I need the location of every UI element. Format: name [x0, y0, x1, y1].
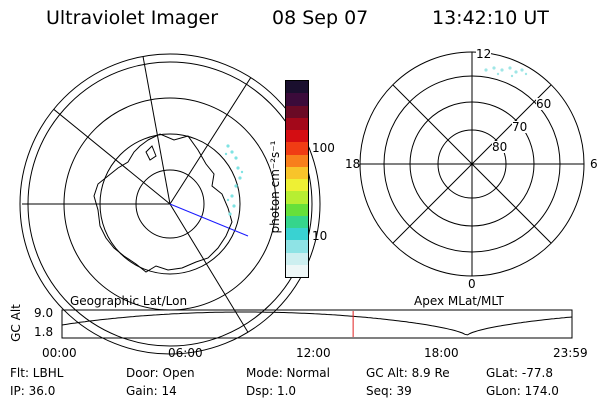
colorbar-band: [286, 228, 308, 241]
status-field: Flt: LBHL: [10, 366, 64, 380]
right-panel-caption: Apex MLat/MLT: [414, 294, 504, 308]
colorbar-band: [286, 142, 308, 155]
mlat-label-80: 80: [492, 140, 508, 154]
status-field: GLon: 174.0: [486, 384, 559, 398]
colorbar-band: [286, 203, 308, 216]
colorbar-tick-10: 10: [312, 229, 328, 243]
status-field: Gain: 14: [126, 384, 177, 398]
xtick-0000: 00:00: [42, 346, 77, 360]
colorbar-band: [286, 240, 308, 253]
left-panel-caption: Geographic Lat/Lon: [70, 294, 188, 308]
colorbar-band: [286, 252, 308, 265]
altitude-ytick-min: 1.8: [34, 325, 54, 339]
time-label: 13:42:10 UT: [432, 7, 549, 29]
colorbar-band: [286, 154, 308, 167]
mlat-label-60: 60: [536, 97, 552, 111]
altitude-curve: [61, 311, 573, 336]
mlt-label-18: 18: [345, 157, 361, 171]
colorbar-band: [286, 130, 308, 143]
aurora-emission: [484, 66, 528, 78]
xtick-2359: 23:59: [553, 346, 588, 360]
status-field: Dsp: 1.0: [246, 384, 297, 398]
xtick-1200: 12:00: [296, 346, 331, 360]
colorbar-band: [286, 117, 308, 130]
date-label: 08 Sep 07: [272, 7, 369, 29]
antarctica-coastline: [93, 133, 233, 273]
coastline-detail: [145, 145, 157, 161]
mlat-label-70: 70: [512, 120, 528, 134]
colorbar-band: [286, 93, 308, 106]
xtick-1800: 18:00: [424, 346, 459, 360]
mlt-label-6: 6: [590, 157, 598, 171]
colorbar-tick-100: 100: [312, 141, 335, 155]
colorbar-band: [286, 81, 308, 94]
mlt-label-12: 12: [476, 47, 492, 61]
status-field: IP: 36.0: [10, 384, 56, 398]
meridian-line: [139, 54, 171, 205]
map-border: [19, 53, 321, 355]
colorbar-band: [286, 166, 308, 179]
mlt-line-diagonal: [392, 84, 552, 244]
subsatellite-meridian: [169, 203, 249, 237]
aurora-emission: [224, 144, 244, 216]
colorbar-band: [286, 191, 308, 204]
colorbar-band: [286, 215, 308, 228]
colorbar-band: [286, 105, 308, 118]
status-field: Mode: Normal: [246, 366, 330, 380]
meridian-line: [169, 203, 261, 353]
colorbar-band: [286, 264, 308, 277]
mlt-label-0: 0: [468, 277, 476, 291]
status-field: Door: Open: [126, 366, 195, 380]
colorbar: [285, 80, 309, 278]
altitude-ytick-max: 9.0: [34, 306, 54, 320]
xtick-0600: 06:00: [168, 346, 203, 360]
colorbar-band: [286, 179, 308, 192]
status-field: GC Alt: 8.9 Re: [366, 366, 450, 380]
meridian-line: [169, 59, 263, 205]
status-field: GLat: -77.8: [486, 366, 553, 380]
status-field: Seq: 39: [366, 384, 412, 398]
instrument-title: Ultraviolet Imager: [46, 7, 219, 29]
altitude-plot-frame: [61, 309, 573, 339]
